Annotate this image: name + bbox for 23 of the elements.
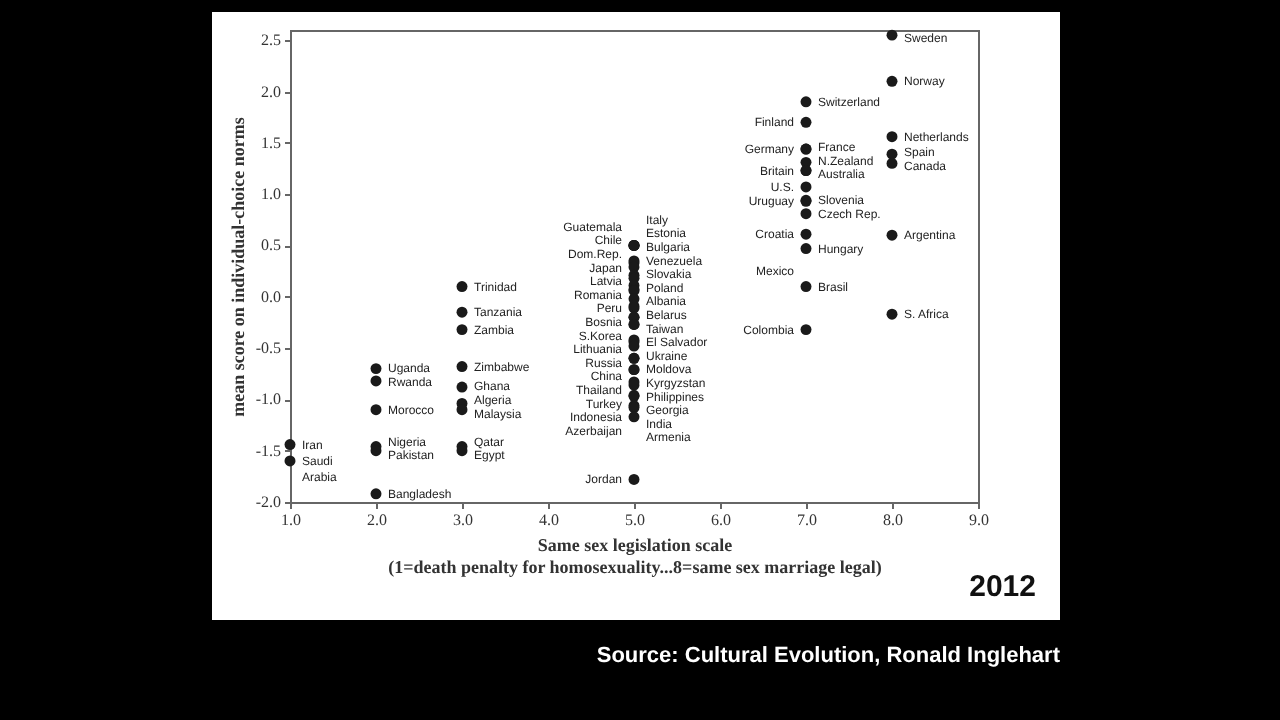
y-tick-label: 0.5	[261, 236, 281, 255]
x-tick-label: 5.0	[625, 511, 645, 529]
x-tick-label: 8.0	[883, 511, 903, 529]
text: 2012	[969, 570, 1036, 604]
y-tick-label: 2.0	[261, 82, 281, 101]
x-tick-label: 1.0	[281, 511, 301, 529]
y-tick-label: 2.5	[261, 31, 281, 50]
x-tick-label: 4.0	[539, 511, 559, 529]
x-axis-title: Same sex legislation scale (1=death penalty for homosexuality...8=same sex marriage legal)	[388, 535, 882, 577]
y-tick-label: 1.5	[261, 133, 281, 152]
x-tick-label: 6.0	[711, 511, 731, 529]
source-note: Source: Cultural Evolution, Ronald Inglehart	[596, 644, 1060, 668]
x-tick-label: 9.0	[969, 511, 989, 529]
y-tick-label: -0.5	[255, 339, 281, 358]
y-tick-label: 0.0	[261, 287, 281, 306]
x-tick-label: 2.0	[367, 511, 387, 529]
y-tick-label: -2.0	[255, 493, 281, 511]
x-tick-label: 3.0	[453, 511, 473, 529]
y-tick-label: 1.0	[261, 185, 281, 204]
y-tick-label: -1.0	[255, 390, 281, 409]
x-tick-label: 7.0	[797, 511, 817, 529]
y-tick-label: -1.5	[255, 441, 281, 460]
y-axis-title: mean score on individual-choice norms	[227, 116, 248, 417]
